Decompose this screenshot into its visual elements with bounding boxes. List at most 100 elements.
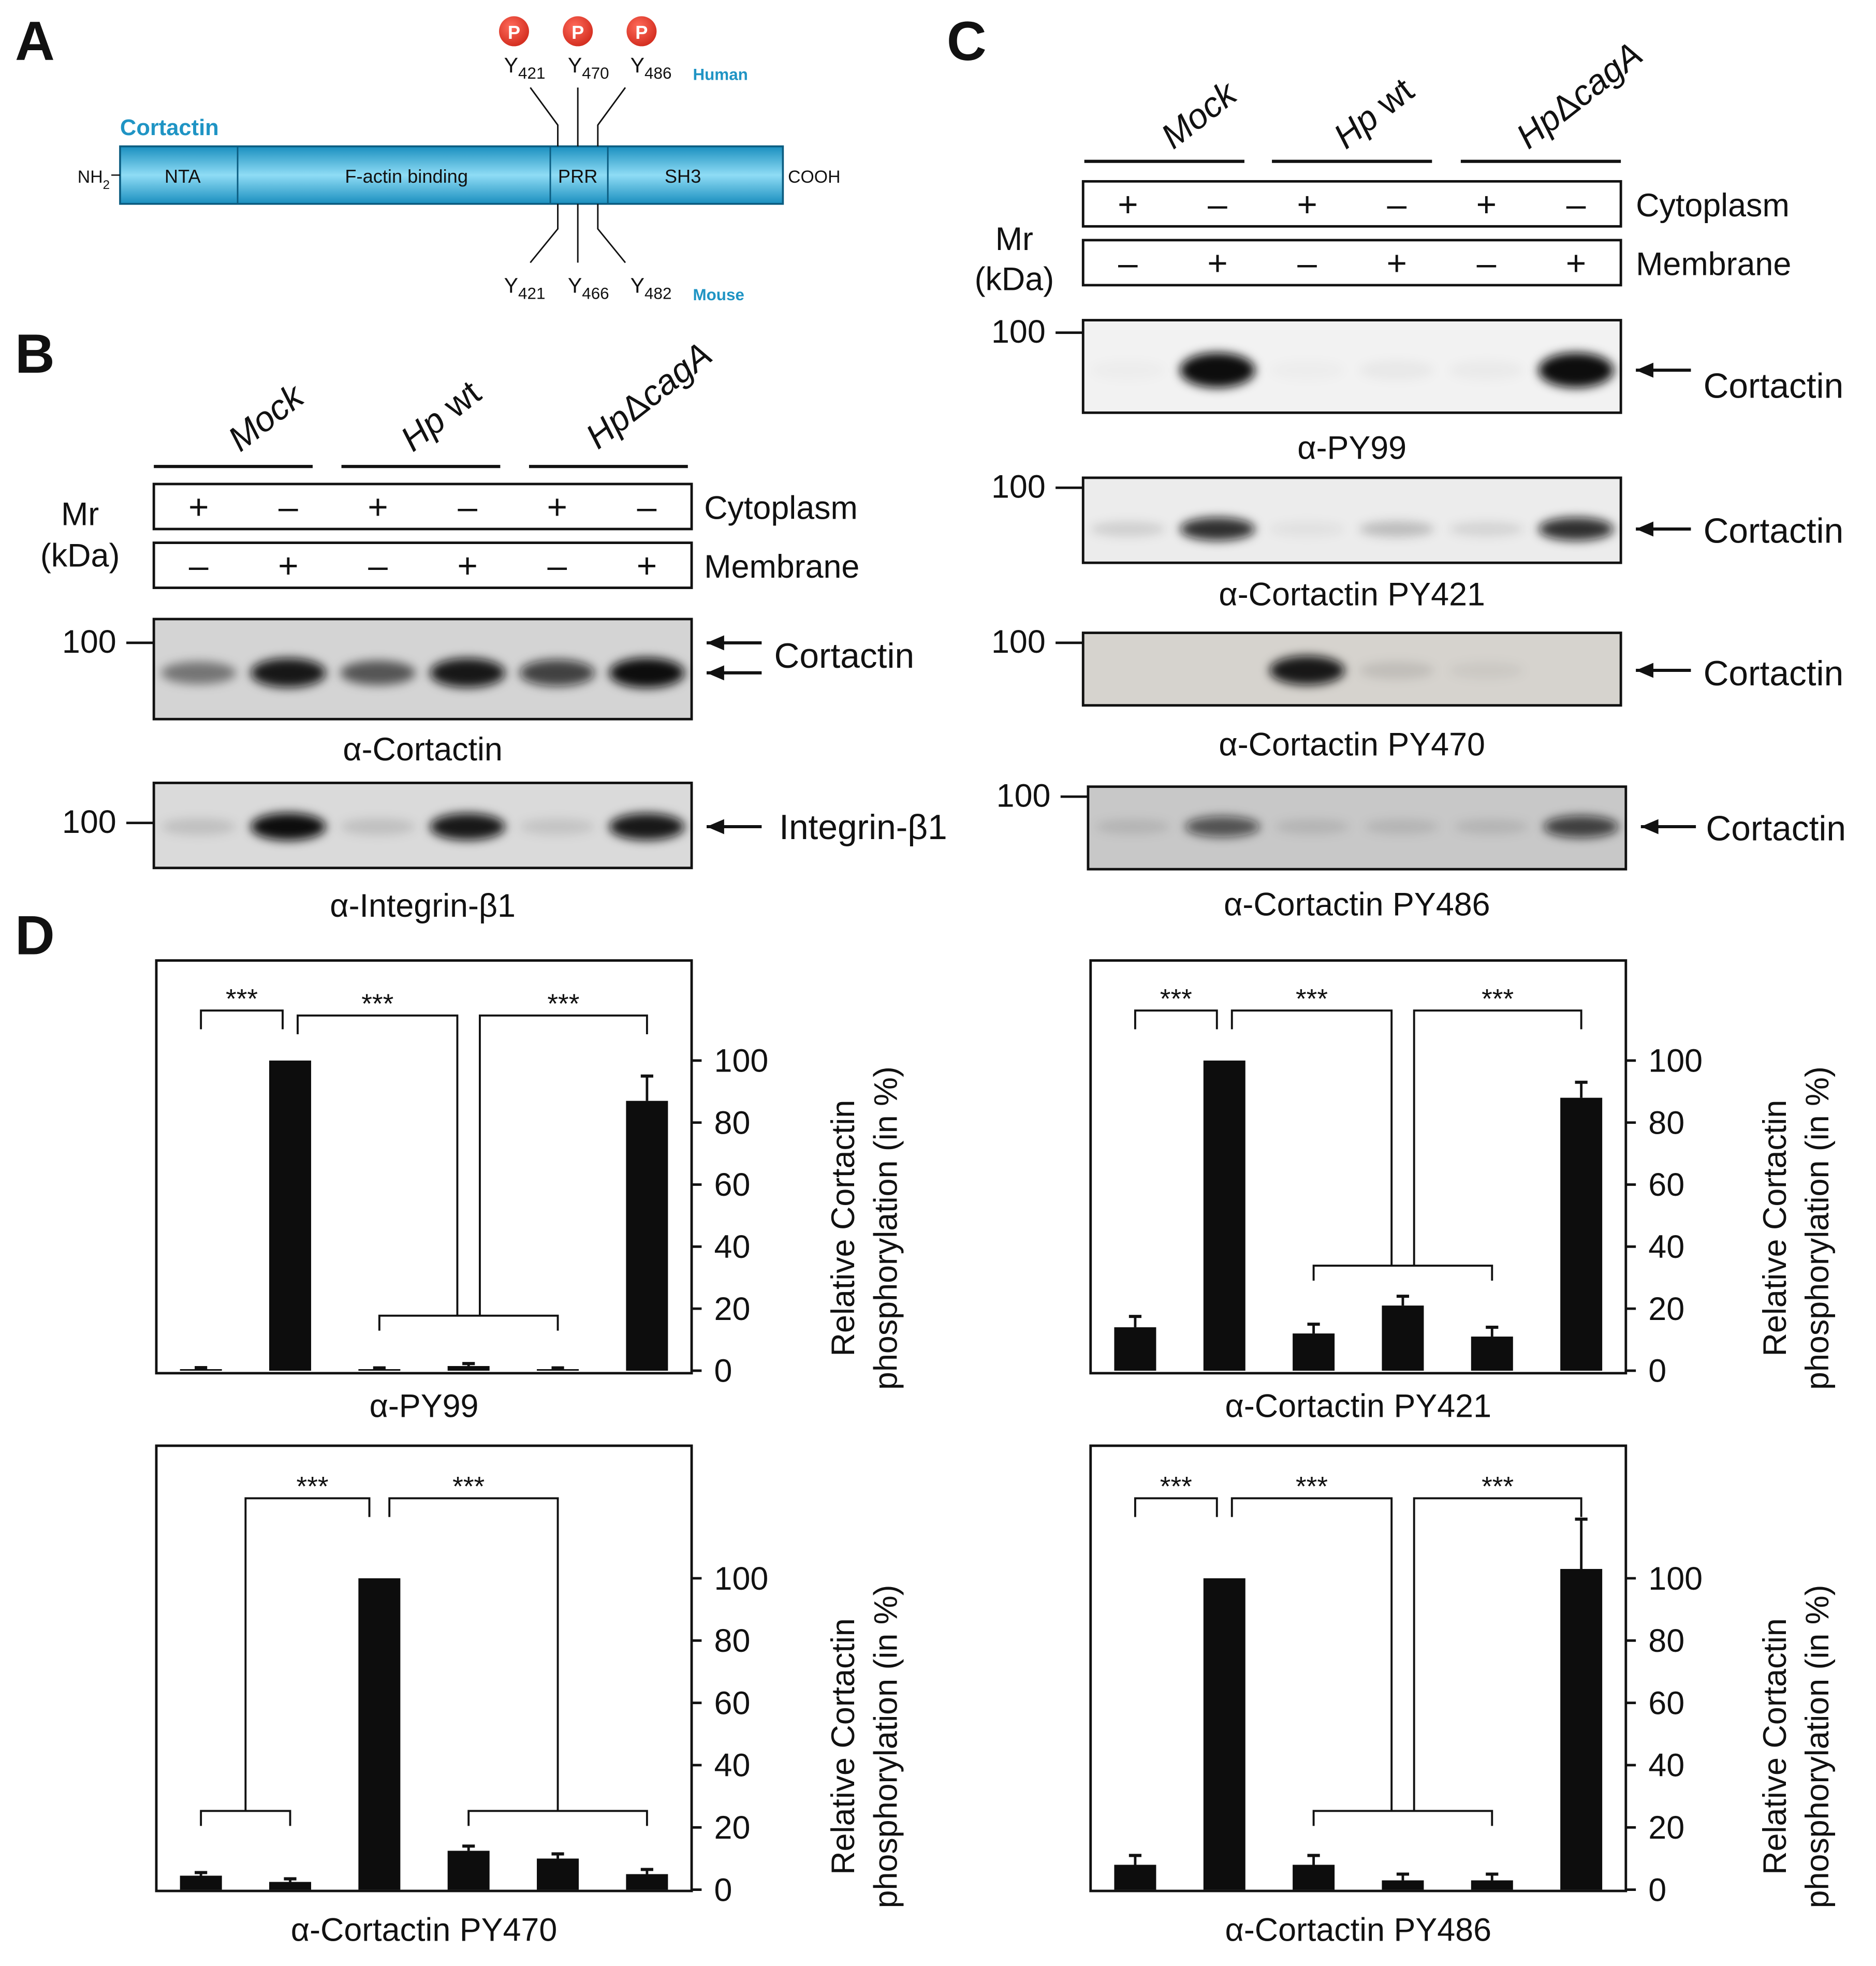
blot-band bbox=[1090, 521, 1166, 537]
n-terminus-label: NH2 bbox=[78, 167, 110, 192]
y-tick-label: 20 bbox=[714, 1291, 751, 1327]
y-tick-label: 60 bbox=[1648, 1685, 1684, 1721]
kda-label: (kDa) bbox=[40, 537, 120, 574]
bar bbox=[269, 1060, 312, 1371]
group-label-hp-wt: Hp wt bbox=[1327, 70, 1421, 156]
membrane-sign: – bbox=[548, 547, 567, 585]
cytoplasm-sign: – bbox=[1208, 185, 1227, 224]
y-tick-label: 20 bbox=[1648, 1810, 1684, 1846]
cytoplasm-sign: + bbox=[1118, 185, 1138, 224]
domain-sh3: SH3 bbox=[665, 166, 701, 187]
human-site-label: Y421 bbox=[504, 53, 546, 82]
membrane-sign: – bbox=[368, 547, 388, 585]
blot-band bbox=[340, 661, 416, 685]
blot-antibody-label: α-Integrin-β1 bbox=[330, 888, 516, 924]
blot-membrane bbox=[1081, 476, 1622, 564]
significance-stars: *** bbox=[1482, 984, 1514, 1014]
human-site-label: Y470 bbox=[568, 53, 609, 82]
blot-antibody-label: α-Cortactin PY486 bbox=[1224, 887, 1490, 923]
svg-text:P: P bbox=[571, 22, 584, 43]
bar bbox=[537, 1369, 579, 1371]
bar bbox=[1293, 1333, 1335, 1371]
membrane-label: Membrane bbox=[1636, 246, 1791, 283]
chart-title: α-Cortactin PY421 bbox=[1225, 1388, 1492, 1424]
blot-band bbox=[340, 818, 416, 835]
blot-target-label: Cortactin bbox=[1704, 512, 1844, 551]
chart-title: α-Cortactin PY470 bbox=[291, 1912, 558, 1948]
blot-target-label: Cortactin bbox=[1704, 654, 1844, 693]
mr-marker-100: 100 bbox=[62, 624, 116, 660]
y-axis-label: Relative Cortactin phosphorylation (in %) bbox=[1757, 1066, 1836, 1390]
panel-letter-d: D bbox=[15, 904, 55, 966]
cytoplasm-sign: – bbox=[1566, 185, 1586, 224]
blot-band bbox=[1449, 360, 1524, 380]
blot-membrane bbox=[1087, 785, 1628, 871]
y-tick-label: 0 bbox=[714, 1872, 732, 1908]
bar bbox=[1114, 1865, 1156, 1890]
significance-stars: *** bbox=[297, 1472, 329, 1502]
blot-band bbox=[1359, 360, 1434, 380]
significance-stars: *** bbox=[1160, 984, 1192, 1014]
mr-marker-100: 100 bbox=[996, 777, 1051, 814]
bar bbox=[358, 1369, 401, 1371]
membrane-sign: – bbox=[1477, 244, 1497, 283]
chart-frame bbox=[155, 1444, 693, 1892]
protein-name: Cortactin bbox=[120, 115, 219, 140]
significance-stars: *** bbox=[452, 1472, 485, 1502]
blot-band bbox=[1538, 517, 1614, 541]
y-tick-label: 20 bbox=[714, 1810, 751, 1846]
phospho-marker: P bbox=[563, 16, 593, 47]
cytoplasm-label: Cytoplasm bbox=[1636, 187, 1790, 224]
svg-text:P: P bbox=[508, 22, 520, 43]
y-tick-label: 80 bbox=[1648, 1105, 1684, 1141]
blot-membrane bbox=[152, 782, 693, 870]
mr-marker-100: 100 bbox=[62, 804, 116, 840]
mouse-site-label: Y466 bbox=[568, 273, 609, 302]
human-label: Human bbox=[693, 66, 748, 84]
bar bbox=[180, 1369, 222, 1371]
y-tick-label: 60 bbox=[1648, 1167, 1684, 1203]
cytoplasm-sign: – bbox=[1387, 185, 1406, 224]
mouse-label: Mouse bbox=[693, 286, 744, 304]
bar bbox=[1293, 1865, 1335, 1890]
domain-prr: PRR bbox=[558, 166, 597, 187]
chart-title: α-PY99 bbox=[370, 1388, 479, 1424]
c-terminus-label: COOH bbox=[788, 167, 840, 187]
y-tick-label: 100 bbox=[1648, 1043, 1703, 1079]
bar bbox=[358, 1578, 401, 1890]
cytoplasm-sign: + bbox=[547, 488, 568, 527]
human-site-label: Y486 bbox=[631, 53, 672, 82]
cytoplasm-sign: – bbox=[279, 488, 298, 527]
blot-band bbox=[609, 657, 685, 688]
membrane-label: Membrane bbox=[704, 549, 859, 585]
blot-band bbox=[1269, 360, 1344, 380]
blot-band bbox=[1269, 522, 1345, 536]
domain-factin-binding: F-actin binding bbox=[345, 166, 468, 187]
cytoplasm-sign: + bbox=[368, 488, 388, 527]
panel-letter-c: C bbox=[947, 10, 987, 72]
blot-band bbox=[161, 818, 237, 835]
membrane-sign: – bbox=[189, 547, 209, 585]
chart-frame bbox=[155, 959, 693, 1375]
membrane-sign: + bbox=[637, 547, 657, 585]
bar bbox=[447, 1366, 490, 1371]
panel-letter-b: B bbox=[15, 323, 55, 385]
bar bbox=[1203, 1578, 1245, 1890]
blot-target-label: Integrin-β1 bbox=[779, 808, 947, 847]
y-tick-label: 40 bbox=[714, 1229, 751, 1265]
y-axis-label: Relative Cortactin phosphorylation (in %) bbox=[825, 1585, 904, 1909]
phospho-marker: P bbox=[499, 16, 529, 47]
blot-band bbox=[1359, 521, 1434, 537]
bar bbox=[1203, 1060, 1245, 1371]
blot-antibody-label: α-Cortactin PY421 bbox=[1219, 576, 1485, 612]
mr-label: Mr bbox=[995, 221, 1033, 257]
panel-letter-a: A bbox=[15, 10, 55, 72]
bar bbox=[537, 1858, 579, 1890]
cortactin-domain-schematic: Cortactin NH2 COOH NTA F-actin binding P… bbox=[78, 16, 841, 304]
y-axis-label: Relative Cortactin phosphorylation (in %) bbox=[1757, 1585, 1836, 1909]
blot-band bbox=[1538, 353, 1614, 388]
group-label-mock: Mock bbox=[1154, 73, 1245, 156]
y-tick-label: 80 bbox=[714, 1105, 751, 1141]
blot-band bbox=[609, 813, 685, 840]
chart-frame bbox=[1089, 959, 1628, 1375]
